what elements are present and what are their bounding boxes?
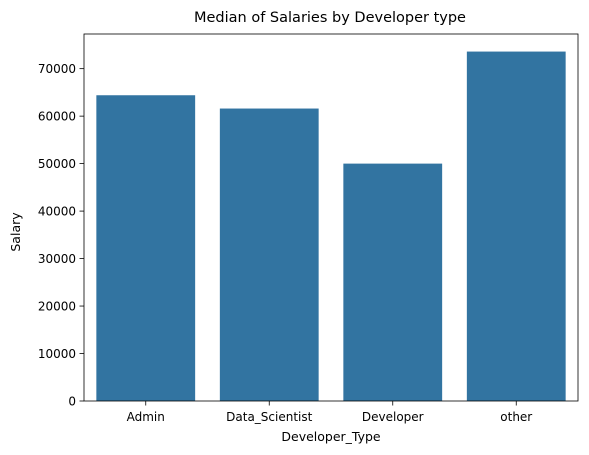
x-tick-label: Developer xyxy=(362,410,424,424)
chart-title: Median of Salaries by Developer type xyxy=(194,10,466,26)
y-axis-label: Salary xyxy=(8,212,23,252)
x-tick-label: Admin xyxy=(127,410,165,424)
y-tick-label: 0 xyxy=(68,394,76,408)
x-tick-label: other xyxy=(500,410,532,424)
bar-developer xyxy=(343,163,443,401)
y-tick-label: 10000 xyxy=(38,347,76,361)
x-tick-label: Data_Scientist xyxy=(226,410,312,424)
x-axis: Admin Data_Scientist Developer other xyxy=(127,401,532,424)
bar-other xyxy=(466,51,566,402)
y-tick-label: 40000 xyxy=(38,204,76,218)
plot-frame xyxy=(83,33,579,402)
bars-group xyxy=(96,51,566,402)
y-tick-label: 70000 xyxy=(38,62,76,76)
y-axis: 0 10000 20000 30000 40000 50000 60000 70000 xyxy=(38,62,84,408)
bar-data-scientist xyxy=(219,108,319,401)
y-tick-label: 50000 xyxy=(38,157,76,171)
x-axis-label: Developer_Type xyxy=(281,429,381,444)
y-tick-label: 30000 xyxy=(38,252,76,266)
y-tick-label: 20000 xyxy=(38,299,76,313)
bar-admin xyxy=(96,95,196,402)
y-tick-label: 60000 xyxy=(38,109,76,123)
